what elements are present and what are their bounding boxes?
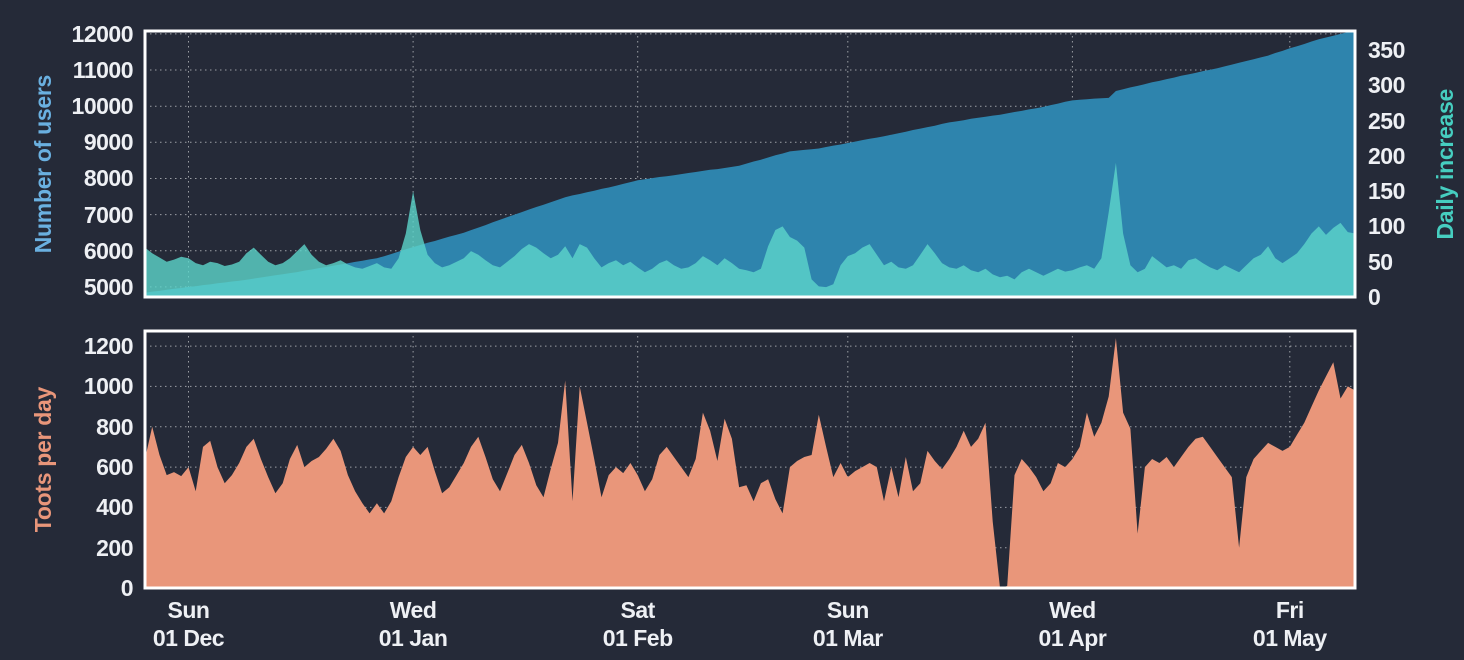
x-tick-label: Wed 01 Apr bbox=[992, 596, 1152, 652]
users-y-tick-label: 7000 bbox=[83, 201, 134, 228]
users-y-tick-label: 5000 bbox=[83, 273, 134, 300]
users-y-tick-label: 9000 bbox=[83, 129, 134, 156]
x-tick-label: Sat 01 Feb bbox=[558, 596, 718, 652]
users-y-tick-label: 8000 bbox=[83, 165, 134, 192]
x-tick-label: Sun 01 Dec bbox=[108, 596, 268, 652]
number-of-users-area bbox=[145, 30, 1355, 298]
toots-y-tick-label: 400 bbox=[96, 494, 133, 521]
users-y-tick-label: 10000 bbox=[71, 93, 134, 120]
x-tick-label: Wed 01 Jan bbox=[333, 596, 493, 652]
toots-y-tick-label: 200 bbox=[96, 534, 133, 561]
users-y-tick-label: 6000 bbox=[83, 237, 134, 264]
x-tick-weekday: Fri bbox=[1275, 597, 1304, 623]
x-tick-date: 01 Jan bbox=[378, 625, 448, 651]
daily-increase-y-tick-label: 350 bbox=[1368, 37, 1405, 64]
x-tick-weekday: Sun bbox=[826, 597, 869, 623]
toots-y-tick-label: 0 bbox=[120, 575, 134, 601]
x-tick-weekday: Sat bbox=[620, 597, 656, 623]
x-tick-date: 01 May bbox=[1252, 625, 1327, 651]
users-y-tick-label: 12000 bbox=[71, 20, 134, 47]
x-tick-weekday: Wed bbox=[1049, 597, 1096, 623]
toots-y-tick-label: 600 bbox=[96, 454, 133, 481]
daily-increase-y-tick-label: 250 bbox=[1368, 107, 1405, 134]
x-tick-date: 01 Mar bbox=[812, 625, 883, 651]
daily-increase-y-tick-label: 0 bbox=[1368, 284, 1381, 310]
daily-increase-y-tick-label: 150 bbox=[1368, 178, 1405, 205]
x-tick-weekday: Sun bbox=[167, 597, 210, 623]
plot-frame bbox=[143, 329, 1357, 590]
x-tick-weekday: Wed bbox=[389, 597, 437, 623]
x-tick-label: Fri 01 May bbox=[1210, 596, 1370, 652]
daily-increase-y-tick-label: 100 bbox=[1368, 213, 1405, 240]
x-tick-date: 01 Dec bbox=[152, 625, 225, 651]
toots-y-tick-label: 1000 bbox=[83, 373, 134, 400]
daily-increase-y-tick-label: 300 bbox=[1368, 72, 1405, 99]
x-tick-date: 01 Feb bbox=[602, 625, 673, 651]
toots-y-tick-label: 800 bbox=[96, 413, 133, 440]
daily-increase-y-tick-label: 200 bbox=[1368, 142, 1405, 169]
toots-y-tick-label: 1200 bbox=[83, 333, 134, 360]
users-y-tick-label: 11000 bbox=[72, 57, 134, 84]
toots-per-day-area bbox=[145, 338, 1355, 588]
plot-frame bbox=[143, 29, 1357, 299]
daily-increase-y-tick-label: 50 bbox=[1368, 248, 1393, 275]
x-tick-label: Sun 01 Mar bbox=[768, 596, 928, 652]
toots-chart bbox=[143, 329, 1357, 590]
users-chart bbox=[143, 29, 1357, 299]
x-tick-date: 01 Apr bbox=[1038, 625, 1107, 651]
daily-increase-area bbox=[145, 162, 1355, 297]
